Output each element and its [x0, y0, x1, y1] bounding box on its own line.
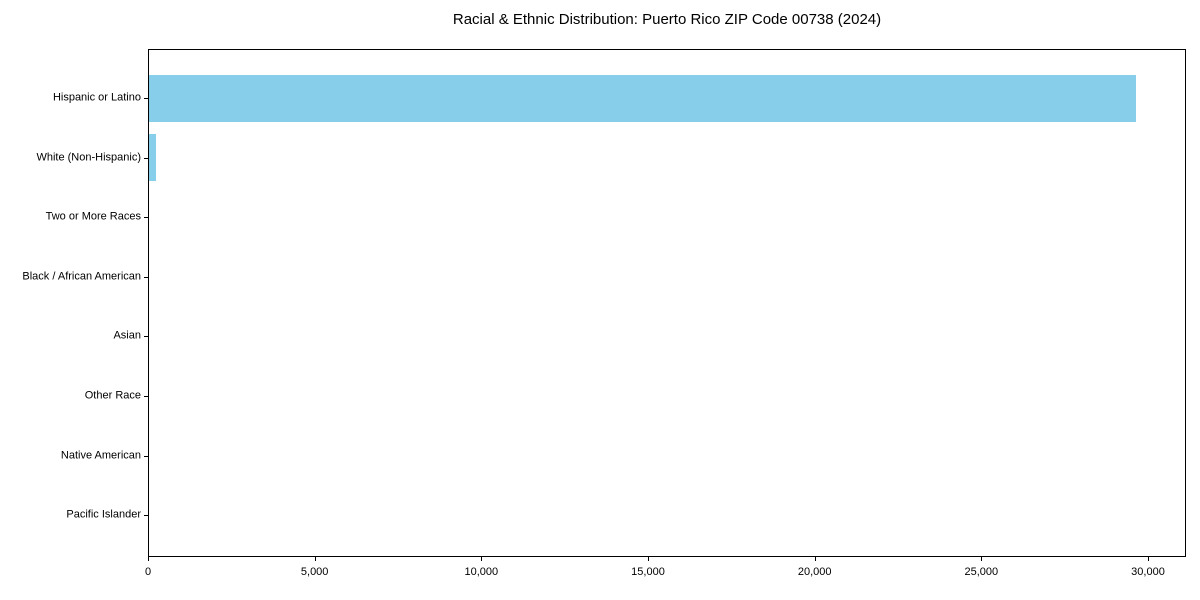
y-tick-mark: [144, 396, 148, 397]
y-tick-label: Pacific Islander: [66, 508, 141, 521]
x-tick-label: 5,000: [300, 566, 329, 578]
y-tick-mark: [144, 157, 148, 159]
y-tick-mark: [144, 98, 148, 99]
y-tick-mark: [144, 336, 148, 338]
x-tick-mark: [814, 557, 816, 561]
y-tick-mark: [144, 455, 148, 457]
x-tick-mark: [481, 557, 483, 561]
y-tick-label: Asian: [113, 329, 141, 342]
x-tick-mark: [314, 557, 316, 561]
chart-title: Racial & Ethnic Distribution: Puerto Ric…: [452, 11, 882, 28]
x-tick-label: 20,000: [797, 566, 832, 578]
x-tick-mark: [981, 557, 983, 561]
y-tick-label: White (Non-Hispanic): [36, 151, 141, 164]
x-tick-label: 10,000: [464, 566, 499, 578]
x-tick-label: 15,000: [631, 566, 665, 578]
x-tick-label: 30,000: [1131, 566, 1165, 578]
bar-hispanic-or-latino: [149, 74, 1136, 122]
y-tick-mark: [144, 515, 148, 517]
x-tick-mark: [148, 557, 149, 561]
bar-white-non-hispanic: [149, 134, 156, 182]
y-tick-mark: [144, 276, 148, 278]
y-tick-label: Native American: [60, 449, 141, 462]
plot-area: [148, 49, 1186, 557]
x-tick-label: 25,000: [964, 566, 999, 578]
x-tick-mark: [648, 557, 649, 561]
y-tick-label: Two or More Races: [45, 210, 141, 223]
y-tick-mark: [144, 217, 148, 219]
y-tick-label: Hispanic or Latino: [52, 91, 141, 104]
y-tick-label: Other Race: [84, 389, 141, 402]
y-tick-label: Black / African American: [22, 270, 141, 283]
x-tick-label: 0: [144, 566, 152, 578]
x-tick-mark: [1148, 557, 1149, 561]
